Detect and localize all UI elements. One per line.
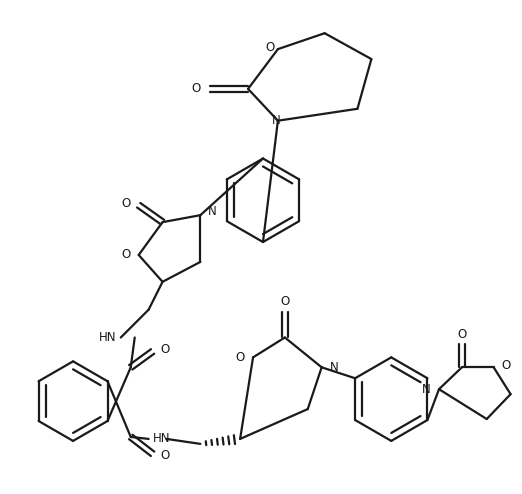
Text: O: O <box>457 328 467 341</box>
Text: O: O <box>161 450 170 462</box>
Text: O: O <box>266 41 275 54</box>
Text: O: O <box>122 248 130 261</box>
Text: N: N <box>271 114 280 127</box>
Text: N: N <box>329 361 338 374</box>
Text: HN: HN <box>152 432 170 446</box>
Text: N: N <box>422 383 431 396</box>
Text: O: O <box>236 351 245 364</box>
Text: O: O <box>191 82 200 95</box>
Text: HN: HN <box>99 331 117 344</box>
Text: O: O <box>161 343 170 356</box>
Text: O: O <box>502 359 511 372</box>
Text: O: O <box>122 197 130 210</box>
Text: N: N <box>208 205 217 218</box>
Text: O: O <box>280 295 290 308</box>
